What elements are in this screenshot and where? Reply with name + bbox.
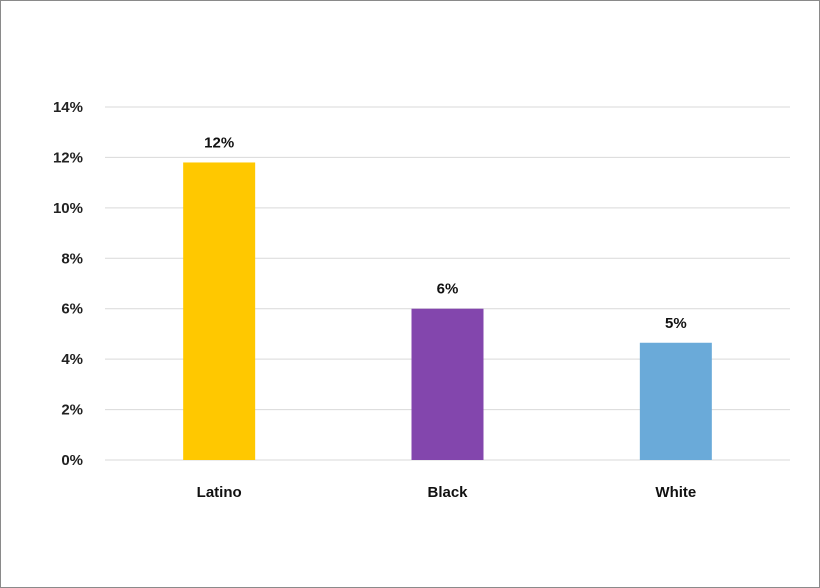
data-labels: 12% 6% 5% — [204, 134, 687, 331]
bar-white — [639, 342, 712, 460]
data-label-white: 5% — [665, 315, 687, 332]
y-tick-label: 4% — [61, 351, 83, 368]
y-tick-label: 10% — [53, 200, 83, 217]
y-tick-label: 6% — [61, 301, 83, 318]
bar-black — [411, 308, 484, 460]
x-tick-label-black: Black — [427, 484, 468, 501]
y-tick-label: 14% — [53, 99, 83, 116]
x-tick-label-latino: Latino — [197, 484, 242, 501]
y-tick-label: 12% — [53, 149, 83, 166]
bars — [183, 162, 712, 460]
y-tick-label: 2% — [61, 402, 83, 419]
y-tick-label: 8% — [61, 250, 83, 267]
data-label-black: 6% — [437, 281, 459, 298]
y-tick-label: 0% — [61, 452, 83, 469]
y-axis-tick-labels: 0% 2% 4% 6% 8% 10% 12% 14% — [53, 99, 83, 469]
bar-latino — [183, 162, 256, 460]
x-axis-category-labels: Latino Black White — [197, 484, 697, 501]
x-tick-label-white: White — [655, 484, 696, 501]
data-label-latino: 12% — [204, 134, 234, 151]
